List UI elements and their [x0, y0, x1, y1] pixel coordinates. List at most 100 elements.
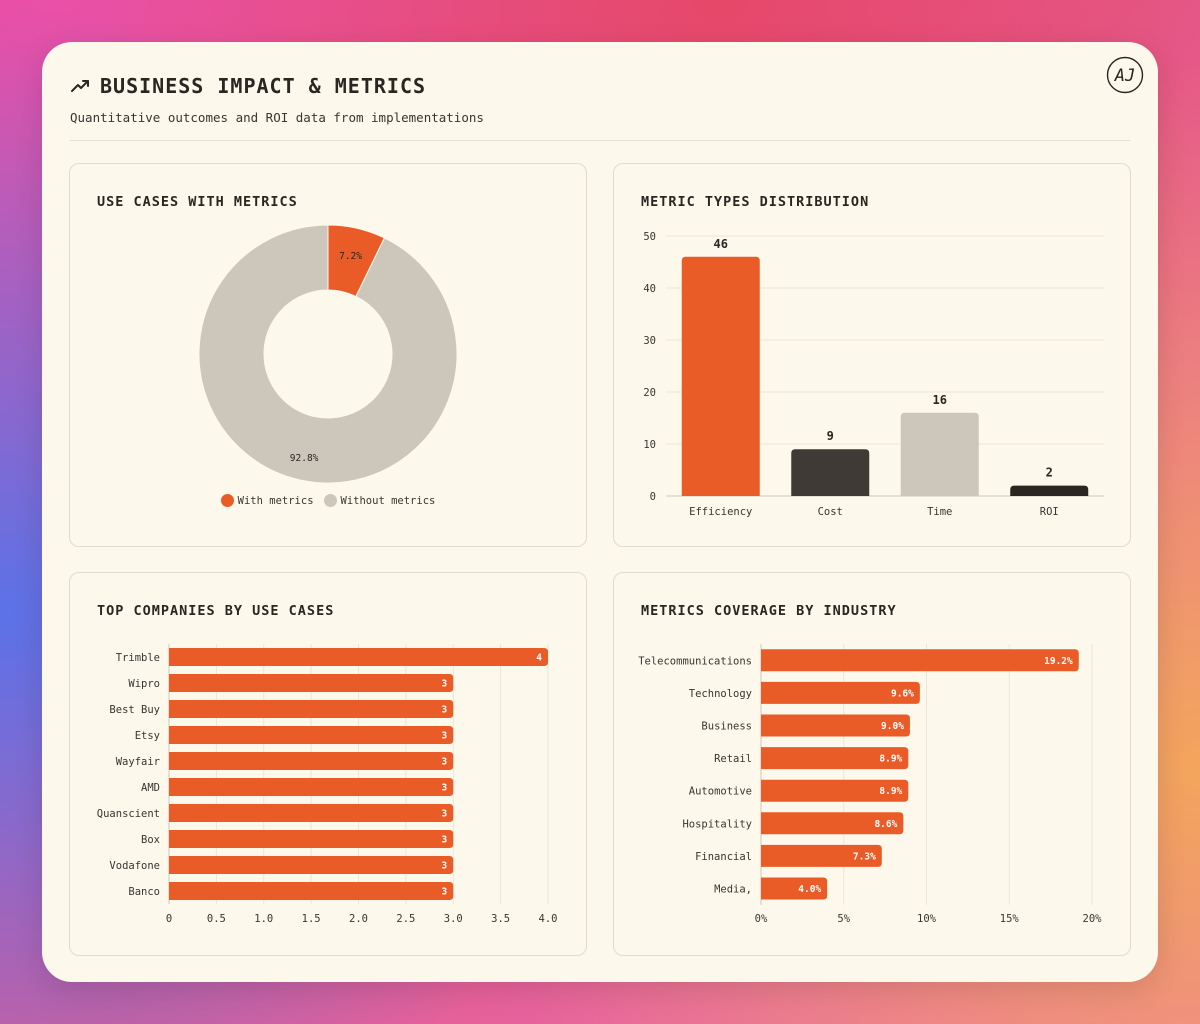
bar-value-label: 46: [714, 237, 728, 251]
company-bar-value-label: 3: [442, 783, 448, 794]
legend-label-without-metrics: Without metrics: [340, 494, 436, 507]
page-subtitle: Quantitative outcomes and ROI data from …: [70, 110, 484, 125]
x-tick-label: Efficiency: [689, 506, 752, 518]
x-tick-label: Cost: [818, 506, 843, 518]
x-tick-label: 0%: [755, 913, 768, 925]
industry-coverage-panel: METRICS COVERAGE BY INDUSTRY 0% 5% 10% 15% 2…: [613, 572, 1131, 956]
company-bar-value-label: 3: [442, 705, 448, 716]
company-bar-banco[interactable]: [169, 882, 454, 900]
industry-bar-value-label: 8.6%: [874, 819, 897, 830]
company-bar-box[interactable]: [169, 830, 454, 848]
company-category-label: Trimble: [116, 652, 160, 664]
x-tick-label: 5%: [837, 913, 850, 925]
x-tick-label: 15%: [1000, 913, 1020, 925]
company-bar-amd[interactable]: [169, 778, 454, 796]
industry-bar-financial[interactable]: [761, 844, 882, 867]
legend-item-without-metrics[interactable]: Without metrics: [323, 494, 436, 507]
y-tick-label: 50: [643, 231, 656, 243]
metric-types-bar-chart: 0 10 20 30 40 50 46 Efficiency 9 Cost 16 Time 2 ROI: [643, 231, 1104, 518]
industry-bar-hospitality[interactable]: [761, 812, 904, 835]
company-bar-value-label: 3: [442, 887, 448, 898]
company-category-label: Banco: [128, 886, 160, 898]
legend-label-with-metrics: With metrics: [237, 494, 314, 507]
industry-bar-value-label: 7.3%: [853, 851, 876, 862]
x-tick-label: 0: [166, 913, 172, 925]
company-bar-vodafone[interactable]: [169, 856, 454, 874]
legend-item-with-metrics[interactable]: With metrics: [220, 494, 314, 507]
logo: AJ: [1106, 56, 1144, 94]
x-tick-label: 2.0: [349, 913, 368, 925]
industry-category-label: Financial: [695, 851, 752, 863]
company-category-label: Best Buy: [109, 704, 160, 716]
industry-category-label: Automotive: [689, 786, 752, 798]
company-bar-value-label: 3: [442, 861, 448, 872]
bar-value-label: 16: [933, 393, 947, 407]
x-tick-label: 3.5: [491, 913, 510, 925]
industry-bar-telecommunications[interactable]: [761, 649, 1079, 672]
company-bar-etsy[interactable]: [169, 726, 454, 744]
header: BUSINESS IMPACT & METRICS: [70, 74, 426, 98]
company-bar-wipro[interactable]: [169, 674, 454, 692]
use-cases-legend: With metrics Without metrics: [70, 494, 586, 507]
top-companies-bar-chart: 0 0.5 1.0 1.5 2.0 2.5 3.0 3.5 4.0 4 Trimble 3 Wipro 3…: [97, 644, 558, 925]
x-tick-label: 4.0: [539, 913, 558, 925]
y-tick-label: 20: [643, 387, 656, 399]
use-cases-donut-chart: 7.2% 92.8%: [198, 224, 458, 484]
industry-bar-media[interactable]: [761, 877, 828, 900]
top-companies-panel: TOP COMPANIES BY USE CASES 0 0.5 1.0 1.5 2.0…: [69, 572, 587, 956]
bar-cost[interactable]: [791, 449, 870, 496]
industry-bar-retail[interactable]: [761, 747, 909, 770]
industry-category-label: Retail: [714, 753, 752, 765]
x-tick-label: Time: [927, 506, 952, 518]
x-tick-label: 20%: [1083, 913, 1103, 925]
bar-value-label: 9: [827, 429, 834, 443]
company-bar-value-label: 3: [442, 809, 448, 820]
legend-swatch-without-metrics: [323, 494, 337, 507]
donut-label-with-metrics: 7.2%: [339, 251, 362, 262]
industry-bar-value-label: 9.0%: [881, 721, 904, 732]
company-bar-quanscient[interactable]: [169, 804, 454, 822]
industry-category-label: Telecommunications: [638, 655, 752, 667]
metric-types-title: METRIC TYPES DISTRIBUTION: [641, 194, 870, 210]
company-bar-trimble[interactable]: [169, 648, 548, 666]
company-category-label: Wayfair: [116, 756, 160, 768]
company-category-label: Etsy: [135, 730, 160, 742]
dashboard-card: BUSINESS IMPACT & METRICS Quantitative o…: [42, 42, 1158, 982]
y-tick-label: 30: [643, 335, 656, 347]
industry-bar-value-label: 8.9%: [879, 786, 902, 797]
company-category-label: Vodafone: [109, 860, 160, 872]
use-cases-title: USE CASES WITH METRICS: [97, 194, 298, 210]
company-bar-value-label: 3: [442, 731, 448, 742]
company-bar-value-label: 3: [442, 835, 448, 846]
industry-bar-value-label: 4.0%: [798, 884, 821, 895]
donut-slice-without-metrics[interactable]: [198, 224, 458, 484]
industry-bar-value-label: 19.2%: [1044, 656, 1073, 667]
trending-up-icon: [71, 80, 89, 92]
bar-efficiency[interactable]: [681, 256, 760, 496]
company-bar-value-label: 4: [536, 653, 542, 664]
logo-text: AJ: [1114, 66, 1135, 86]
industry-category-label: Hospitality: [682, 818, 752, 830]
company-bar-value-label: 3: [442, 757, 448, 768]
bar-roi[interactable]: [1010, 485, 1089, 496]
x-tick-label: 1.5: [302, 913, 321, 925]
company-bar-wayfair[interactable]: [169, 752, 454, 770]
bar-time[interactable]: [900, 412, 979, 496]
industry-category-label: Media,: [714, 884, 752, 896]
industry-bar-business[interactable]: [761, 714, 910, 737]
industry-bar-value-label: 8.9%: [879, 754, 902, 765]
industry-bar-technology[interactable]: [761, 681, 920, 704]
x-tick-label: 0.5: [207, 913, 226, 925]
bar-value-label: 2: [1046, 466, 1053, 480]
y-tick-label: 0: [650, 491, 656, 503]
page-title: BUSINESS IMPACT & METRICS: [100, 74, 427, 98]
industry-coverage-title: METRICS COVERAGE BY INDUSTRY: [641, 603, 897, 619]
company-bar-best-buy[interactable]: [169, 700, 454, 718]
company-category-label: Wipro: [128, 678, 160, 690]
industry-bar-automotive[interactable]: [761, 779, 909, 802]
company-category-label: Quanscient: [97, 808, 160, 820]
header-divider: [70, 140, 1130, 141]
use-cases-panel: USE CASES WITH METRICS 7.2% 92.8% With me…: [69, 163, 587, 547]
company-category-label: AMD: [141, 782, 160, 794]
x-tick-label: 2.5: [396, 913, 415, 925]
